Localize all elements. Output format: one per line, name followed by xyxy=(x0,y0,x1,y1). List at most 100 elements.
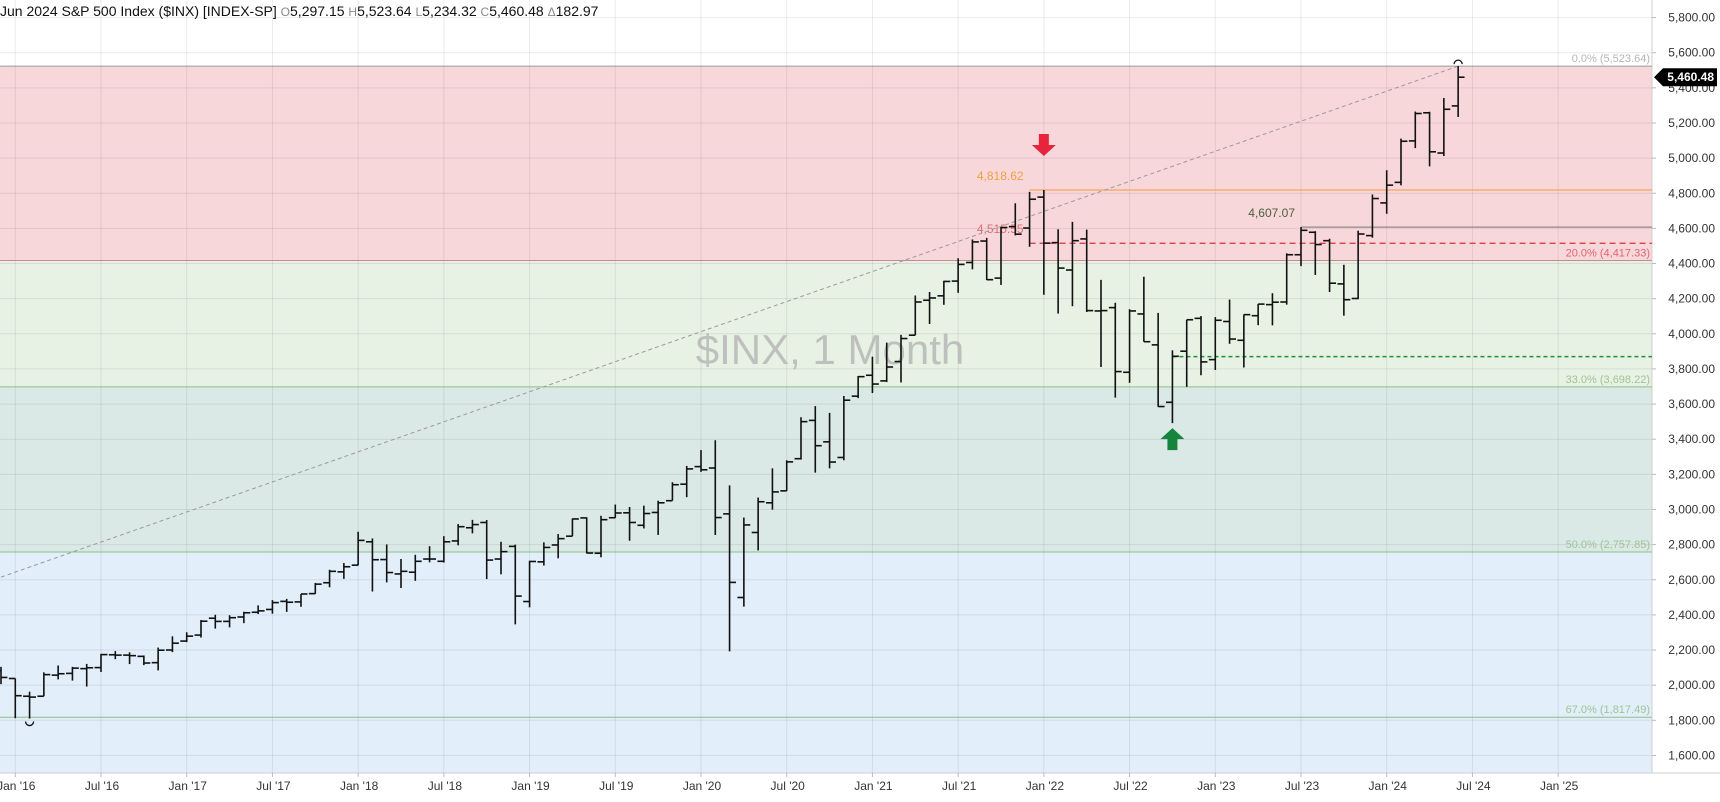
ohlc-bar[interactable] xyxy=(1423,111,1436,167)
ohlc-bar[interactable] xyxy=(1080,229,1094,313)
ohlc-bar[interactable] xyxy=(823,412,836,469)
ohlc-bar[interactable] xyxy=(151,647,165,671)
ohlc-bar[interactable] xyxy=(1180,318,1194,387)
ohlc-bar[interactable] xyxy=(408,554,422,581)
ohlc-bar[interactable] xyxy=(466,519,479,534)
ohlc-bar[interactable] xyxy=(108,651,122,660)
ohlc-bar[interactable] xyxy=(1037,189,1051,295)
ohlc-bar[interactable] xyxy=(137,655,151,666)
ohlc-bar[interactable] xyxy=(180,632,194,643)
ohlc-bar[interactable] xyxy=(937,280,951,305)
ohlc-bar[interactable] xyxy=(1108,302,1122,398)
ohlc-bar[interactable] xyxy=(608,504,622,519)
ohlc-bar[interactable] xyxy=(308,582,322,595)
ohlc-bar[interactable] xyxy=(1308,231,1322,275)
ohlc-bar[interactable] xyxy=(637,505,651,529)
ohlc-bar[interactable] xyxy=(866,356,879,394)
ohlc-bar[interactable] xyxy=(666,482,679,502)
ohlc-bar[interactable] xyxy=(423,546,436,563)
ohlc-bar[interactable] xyxy=(994,226,1008,285)
ohlc-bar[interactable] xyxy=(194,619,208,638)
ohlc-bar[interactable] xyxy=(351,531,365,566)
ohlc-bar[interactable] xyxy=(280,598,294,612)
ohlc-bar[interactable] xyxy=(1023,191,1036,247)
ohlc-bar[interactable] xyxy=(694,450,708,472)
ohlc-bar[interactable] xyxy=(966,239,979,270)
ohlc-bar[interactable] xyxy=(794,417,808,460)
ohlc-bar[interactable] xyxy=(366,538,379,592)
ohlc-bar[interactable] xyxy=(766,468,779,510)
ohlc-bar[interactable] xyxy=(508,544,522,625)
ohlc-bar[interactable] xyxy=(837,395,851,461)
ohlc-bar[interactable] xyxy=(94,653,108,672)
ohlc-bar[interactable] xyxy=(1066,221,1079,307)
ohlc-bar[interactable] xyxy=(580,517,594,554)
ohlc-bar[interactable] xyxy=(80,663,94,687)
ohlc-bar[interactable] xyxy=(651,500,665,535)
ohlc-bar[interactable] xyxy=(566,518,579,537)
last-price-tag[interactable]: 5,460.48 xyxy=(1654,68,1717,87)
ohlc-bar[interactable] xyxy=(951,258,965,293)
ohlc-bar[interactable] xyxy=(266,600,279,614)
ohlc-bar[interactable] xyxy=(594,515,608,558)
ohlc-bar[interactable] xyxy=(808,406,822,473)
ohlc-bar[interactable] xyxy=(880,342,894,383)
ohlc-bar[interactable] xyxy=(1294,227,1308,267)
ohlc-bar[interactable] xyxy=(1408,111,1422,149)
ohlc-bar[interactable] xyxy=(494,541,508,575)
ohlc-bar[interactable] xyxy=(380,544,394,583)
ohlc-bar[interactable] xyxy=(1051,229,1065,314)
ohlc-bar[interactable] xyxy=(1237,313,1251,368)
ohlc-bar[interactable] xyxy=(437,536,451,563)
ohlc-bar[interactable] xyxy=(908,295,922,337)
ohlc-bar[interactable] xyxy=(980,237,994,281)
ohlc-bar[interactable] xyxy=(337,563,351,579)
ohlc-bar[interactable] xyxy=(1223,299,1236,344)
ohlc-bar[interactable] xyxy=(1137,276,1151,343)
ohlc-bar[interactable] xyxy=(23,691,36,719)
ohlc-bar[interactable] xyxy=(680,465,694,498)
ohlc-bar[interactable] xyxy=(551,534,565,559)
ohlc-bar[interactable] xyxy=(1151,312,1165,408)
ohlc-bar[interactable] xyxy=(851,375,865,399)
ohlc-bar[interactable] xyxy=(123,652,136,665)
ohlc-bar[interactable] xyxy=(894,334,908,383)
ohlc-bar[interactable] xyxy=(1366,194,1379,238)
ohlc-bar[interactable] xyxy=(1123,309,1136,383)
ohlc-bar[interactable] xyxy=(523,560,536,608)
ohlc-bar[interactable] xyxy=(1351,230,1365,300)
ohlc-bar[interactable] xyxy=(223,615,236,628)
ohlc-bar[interactable] xyxy=(166,636,179,653)
ohlc-bar[interactable] xyxy=(394,559,408,589)
ohlc-bar[interactable] xyxy=(1266,293,1279,326)
ohlc-bar[interactable] xyxy=(480,520,494,580)
ohlc-bar[interactable] xyxy=(1394,138,1408,186)
ohlc-bar[interactable] xyxy=(451,524,465,546)
ohlc-bar[interactable] xyxy=(66,666,79,681)
ohlc-bar[interactable] xyxy=(237,611,251,624)
ohlc-bar[interactable] xyxy=(780,460,794,492)
ohlc-bar[interactable] xyxy=(0,666,8,685)
ohlc-bar[interactable] xyxy=(1451,66,1465,117)
ohlc-bar[interactable] xyxy=(751,497,765,551)
ohlc-bar[interactable] xyxy=(737,517,751,607)
ohlc-bar[interactable] xyxy=(537,542,551,566)
ohlc-bar[interactable] xyxy=(1380,170,1394,214)
ohlc-bar[interactable] xyxy=(323,569,336,588)
ohlc-bar[interactable] xyxy=(1323,238,1336,292)
ohlc-bar[interactable] xyxy=(1280,253,1294,305)
ohlc-bar[interactable] xyxy=(708,440,722,535)
ohlc-bar[interactable] xyxy=(37,672,51,698)
ohlc-bar[interactable] xyxy=(1094,279,1108,367)
ohlc-bar[interactable] xyxy=(51,665,65,680)
ohlc-bar[interactable] xyxy=(294,593,308,607)
ohlc-bar[interactable] xyxy=(1208,317,1222,370)
ohlc-bar[interactable] xyxy=(1194,316,1208,376)
ohlc-bar[interactable] xyxy=(8,677,22,719)
ohlc-bar[interactable] xyxy=(1337,264,1351,316)
ohlc-bar[interactable] xyxy=(723,485,736,652)
ohlc-bar[interactable] xyxy=(251,605,265,615)
ohlc-bar[interactable] xyxy=(1008,203,1022,236)
ohlc-bar[interactable] xyxy=(208,614,222,629)
